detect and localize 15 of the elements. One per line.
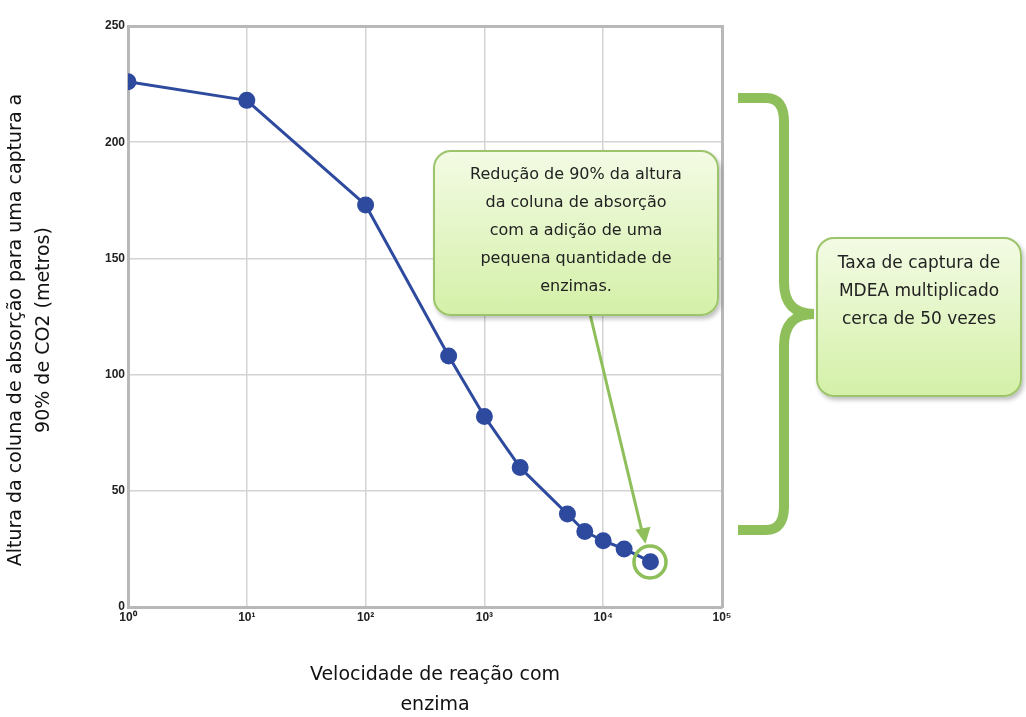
text: Taxa de captura de MDEA multiplicado cerca de 50 vezes	[836, 251, 1002, 330]
x-tick-label: 10⁰	[119, 609, 138, 624]
y-axis-title: Altura da coluna de absorção para uma captura a 90% de CO2 (metros)	[2, 92, 54, 569]
x-axis-title: Velocidade de reação com enzima	[308, 661, 562, 716]
y-tick-label: 200	[104, 134, 126, 149]
y-tick-label: 100	[104, 366, 126, 381]
x-tick-label: 10⁴	[593, 609, 613, 624]
y-tick-label: 50	[111, 483, 126, 498]
x-tick-label: 10⁵	[712, 609, 732, 624]
y-tick-label: 250	[104, 18, 126, 33]
annotation: Redução de 90% da altura da coluna de absorção com a adição de uma pequena quantidade de enzimas.	[469, 163, 683, 297]
x-tick-label: 10²	[356, 609, 375, 624]
y-tick-label: 150	[104, 250, 126, 265]
x-tick-label: 10³	[475, 609, 494, 624]
x-tick-label: 10¹	[238, 609, 256, 624]
